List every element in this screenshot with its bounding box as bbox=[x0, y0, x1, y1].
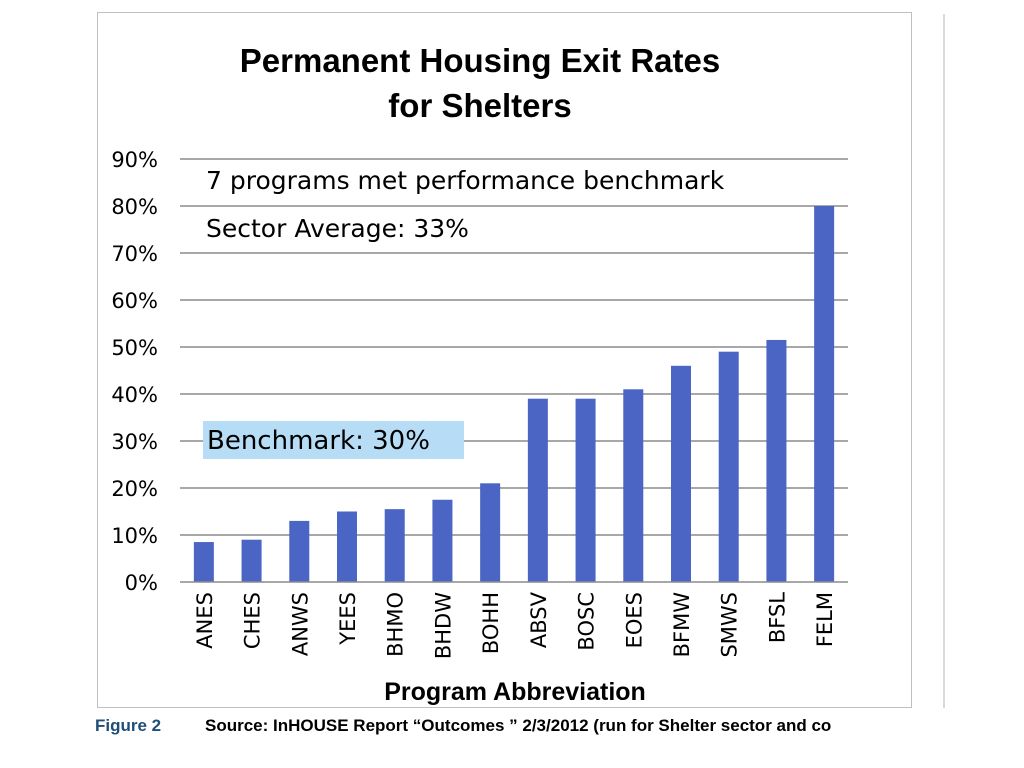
x-tick-label-felm: FELM bbox=[813, 592, 837, 647]
bar-bosc bbox=[575, 398, 596, 582]
bar-anws bbox=[289, 520, 310, 582]
x-tick-label-anws: ANWS bbox=[288, 592, 312, 656]
bar-bhdw bbox=[432, 499, 453, 582]
chart-title-line-1: Permanent Housing Exit Rates bbox=[240, 42, 720, 79]
bar-eoes bbox=[623, 389, 644, 582]
bars bbox=[193, 206, 835, 582]
x-tick-label-smws: SMWS bbox=[718, 592, 742, 658]
bar-chart: Permanent Housing Exit Rates for Shelter… bbox=[111, 42, 848, 706]
chart-title-line-2: for Shelters bbox=[388, 87, 571, 124]
bar-bohh bbox=[480, 483, 501, 582]
x-axis-tick-labels: ANES CHES ANWS YEES BHMO BHDW BOHH ABSV BOSC EOES… bbox=[193, 591, 837, 659]
x-tick-label-eoes: EOES bbox=[622, 592, 646, 648]
x-tick-label-yees: YEES bbox=[336, 592, 360, 646]
page-divider bbox=[943, 14, 945, 708]
bar-ches bbox=[241, 539, 262, 582]
y-tick-label: 20% bbox=[111, 477, 158, 501]
x-tick-label-bosc: BOSC bbox=[575, 592, 599, 651]
x-tick-label-anes: ANES bbox=[193, 592, 217, 649]
y-tick-label: 90% bbox=[111, 148, 158, 172]
figure-caption-label: Figure 2 bbox=[95, 716, 162, 735]
y-axis-tick-labels: 0% 10% 20% 30% 40% 50% 60% 70% 80% 90% bbox=[111, 148, 158, 595]
y-tick-label: 80% bbox=[111, 195, 158, 219]
y-tick-label: 50% bbox=[111, 336, 158, 360]
bar-anes bbox=[193, 542, 214, 582]
y-tick-label: 40% bbox=[111, 383, 158, 407]
y-tick-label: 70% bbox=[111, 242, 158, 266]
annotation-programs-met: 7 programs met performance benchmark bbox=[206, 166, 725, 195]
annotation-benchmark: Benchmark: 30% bbox=[207, 426, 430, 456]
x-tick-label-bhdw: BHDW bbox=[431, 592, 455, 659]
y-tick-label: 30% bbox=[111, 430, 158, 454]
figure-caption-source: Source: InHOUSE Report “Outcomes ” 2/3/2… bbox=[205, 716, 832, 735]
bar-felm bbox=[814, 206, 835, 582]
bar-bhmo bbox=[384, 509, 405, 582]
bar-bfsl bbox=[766, 339, 787, 582]
bar-bfmw bbox=[671, 365, 691, 582]
y-tick-label: 60% bbox=[111, 289, 158, 313]
bar-smws bbox=[718, 351, 739, 582]
bar-yees bbox=[337, 511, 357, 582]
x-tick-label-bohh: BOHH bbox=[479, 592, 503, 654]
x-tick-label-bfmw: BFMW bbox=[670, 592, 694, 658]
x-tick-label-bfsl: BFSL bbox=[765, 592, 789, 643]
x-tick-label-bhmo: BHMO bbox=[384, 592, 408, 657]
x-tick-label-absv: ABSV bbox=[527, 591, 551, 648]
y-tick-label: 10% bbox=[111, 524, 158, 548]
annotation-sector-average: Sector Average: 33% bbox=[206, 214, 469, 243]
bar-absv bbox=[527, 398, 548, 582]
x-tick-label-ches: CHES bbox=[241, 592, 265, 649]
y-tick-label: 0% bbox=[125, 571, 158, 595]
benchmark-highlight bbox=[203, 421, 464, 459]
x-axis-label: Program Abbreviation bbox=[384, 678, 646, 706]
